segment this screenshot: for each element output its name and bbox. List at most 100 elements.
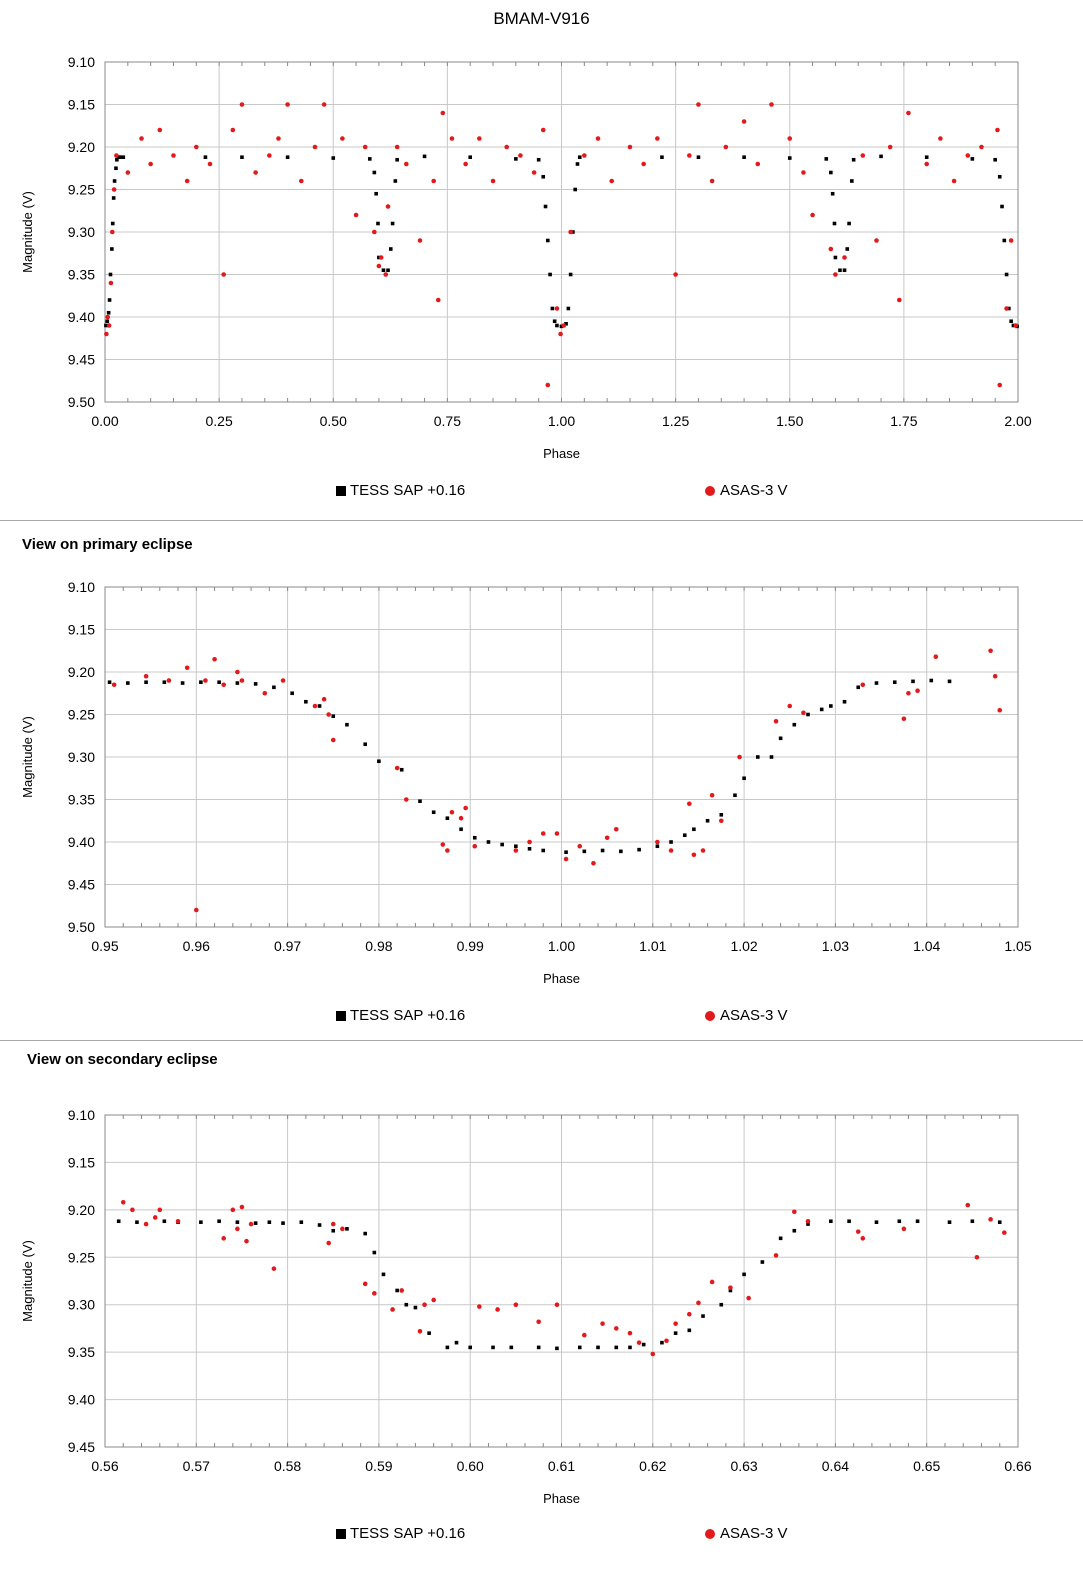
asas-point (696, 1300, 701, 1306)
asas-point (105, 314, 111, 320)
asas-point (340, 1226, 345, 1232)
x-tick-label: 0.99 (457, 938, 484, 954)
tess-point (115, 157, 119, 162)
tess-point (806, 712, 810, 717)
tess-point (566, 306, 571, 311)
asas-point (591, 860, 596, 866)
tess-point (847, 221, 851, 226)
y-tick-label: 9.15 (68, 622, 95, 638)
tess-point (947, 1220, 952, 1224)
tess-point (850, 179, 854, 183)
tess-point (1000, 204, 1004, 209)
asas-point (691, 852, 697, 858)
tess-point (760, 1260, 765, 1264)
plot-frame (104, 1114, 1019, 1448)
tess-point (947, 679, 952, 684)
asas-point (709, 178, 715, 184)
asas-point (235, 1226, 240, 1232)
asas-point (203, 678, 208, 683)
asas-point (330, 1221, 336, 1227)
asas-point (558, 331, 563, 337)
tess-point (669, 840, 673, 844)
asas-point (110, 229, 115, 235)
asas-point (383, 272, 389, 277)
tess-point (541, 174, 546, 179)
tess-point (1002, 238, 1007, 243)
tess-point (575, 162, 580, 166)
asas-point (887, 144, 893, 150)
y-axis-label: Magnitude (V) (20, 1240, 35, 1322)
asas-point (513, 1302, 519, 1308)
asas-point (207, 161, 213, 167)
tess-point (363, 1231, 368, 1236)
asas-legend-marker (705, 1529, 715, 1539)
asas-point (171, 153, 176, 158)
tess-point (728, 1288, 733, 1293)
x-tick-label: 0.96 (183, 938, 210, 954)
tess-point (107, 298, 112, 302)
y-tick-label: 9.40 (68, 834, 95, 850)
x-tick-label: 1.05 (1004, 938, 1031, 954)
tess-point (253, 682, 258, 686)
tess-point (135, 1220, 139, 1224)
tess-point (399, 767, 404, 772)
asas-point (938, 136, 943, 141)
tess-point (742, 1272, 746, 1277)
plot-frame (104, 61, 1019, 403)
asas-point (801, 710, 806, 716)
tess-legend-marker (336, 1011, 346, 1021)
asas-point (394, 765, 400, 771)
tess-point (413, 1305, 418, 1310)
asas-point (157, 127, 163, 133)
tess-point (733, 793, 737, 798)
tess-point (929, 678, 934, 683)
asas-point (992, 673, 998, 679)
asas-point (613, 826, 619, 832)
x-tick-label: 1.04 (913, 938, 940, 954)
asas-point (709, 792, 715, 798)
tess-point (445, 816, 450, 820)
asas-point (773, 719, 779, 724)
asas-point (458, 815, 464, 821)
primary-eclipse-chart: 9.10 9.15 9.20 9.25 9.30 9.35 9.40 9.45 9.50 0.95… (20, 579, 1032, 1024)
x-tick-label: 0.59 (365, 1458, 392, 1474)
tess-point (381, 268, 386, 273)
asas-point (568, 229, 573, 235)
asas-point (655, 839, 660, 845)
tess-point (897, 1219, 902, 1224)
asas-point (449, 136, 455, 141)
asas-point (554, 1302, 560, 1308)
primary-eclipse-title: View on primary eclipse (22, 536, 193, 553)
tess-point (304, 699, 308, 704)
tess-point (372, 170, 377, 175)
tess-point (345, 1227, 349, 1231)
tess-point (1009, 319, 1013, 324)
tess-point (388, 247, 393, 251)
tess-point (769, 755, 774, 759)
asas-point (326, 1240, 331, 1246)
x-tick-label: 0.57 (183, 1458, 210, 1474)
asas-point (979, 144, 984, 150)
tess-point (500, 842, 504, 847)
asas-point (664, 1338, 669, 1344)
tess-point (564, 322, 568, 326)
tess-point (543, 204, 548, 209)
tess-point (162, 680, 167, 684)
asas-legend-label: ASAS-3 V (720, 1525, 788, 1542)
tess-point (267, 1220, 272, 1224)
tess-point (829, 1219, 833, 1224)
asas-point (378, 255, 384, 260)
tess-point (404, 1302, 409, 1307)
tess-point (240, 155, 244, 159)
asas-point (728, 1285, 733, 1290)
asas-point (627, 1330, 633, 1336)
asas-point (554, 831, 560, 836)
tess-point (386, 268, 390, 273)
asas-point (860, 1236, 866, 1241)
asas-point (477, 136, 482, 141)
asas-point (139, 136, 144, 141)
tess-point (536, 1345, 541, 1350)
asas-point (906, 110, 911, 116)
asas-point (687, 153, 692, 158)
asas-point (673, 272, 678, 277)
